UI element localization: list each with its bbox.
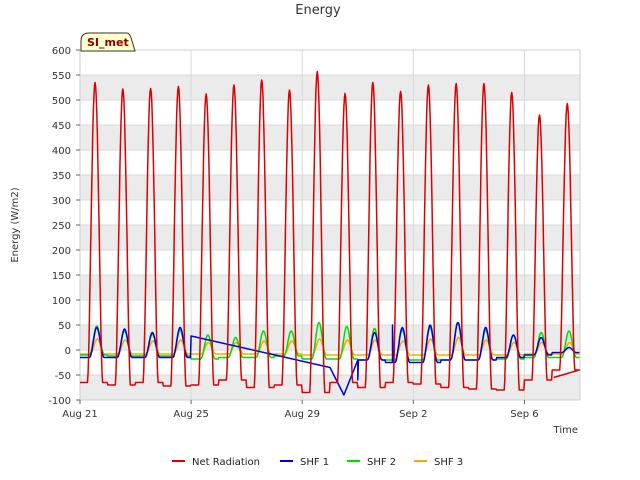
background-band [80, 325, 580, 350]
y-axis: -100 -50 0 50 100 150 200 250 300 350 400 450 500 550… [48, 46, 80, 407]
y-tick-label: -50 [55, 371, 71, 382]
background-band [80, 125, 580, 150]
background-band [80, 200, 580, 225]
x-tick-label: Sep 2 [399, 409, 427, 420]
y-tick-label: 450 [52, 121, 71, 132]
y-tick-label: 500 [52, 96, 71, 107]
legend-label: SHF 3 [434, 457, 463, 468]
y-tick-label: 600 [52, 46, 71, 57]
background-band [80, 300, 580, 325]
background-band [80, 225, 580, 250]
background-band [80, 275, 580, 300]
series-line-shf-1 [79, 321, 580, 396]
legend: Net Radiation SHF 1 SHF 2 SHF 3 [172, 457, 463, 468]
y-tick-label: 200 [52, 246, 71, 257]
site-badge: SI_met [80, 32, 136, 52]
legend-label: SHF 2 [367, 457, 396, 468]
site-badge-label: SI_met [87, 36, 129, 49]
y-tick-label: 300 [52, 196, 71, 207]
y-tick-label: 150 [52, 271, 71, 282]
y-tick-label: 350 [52, 171, 71, 182]
plot-background-bands [80, 50, 580, 400]
y-tick-label: -100 [48, 396, 71, 407]
chart-title: Energy [295, 3, 341, 18]
legend-label: SHF 1 [300, 457, 329, 468]
y-tick-label: 0 [65, 346, 71, 357]
series-line-net-radiation [79, 70, 581, 394]
y-tick-label: 100 [52, 296, 71, 307]
x-axis-title: Time [553, 425, 578, 436]
legend-label: Net Radiation [192, 457, 260, 468]
background-band [80, 75, 580, 100]
background-band [80, 250, 580, 275]
background-band [80, 100, 580, 125]
series-layer [79, 70, 581, 396]
y-tick-label: 50 [58, 321, 71, 332]
x-tick-label: Aug 25 [173, 409, 208, 420]
y-tick-label: 250 [52, 221, 71, 232]
series-line-shf-3 [79, 336, 580, 356]
x-tick-label: Aug 29 [285, 409, 320, 420]
y-tick-label: 400 [52, 146, 71, 157]
background-band [80, 50, 580, 75]
y-tick-label: 550 [52, 71, 71, 82]
x-tick-label: Sep 6 [510, 409, 538, 420]
background-band [80, 150, 580, 175]
x-axis: Aug 21 Aug 25 Aug 29 Sep 2 Sep 6 [62, 400, 539, 420]
x-tick-label: Aug 21 [62, 409, 97, 420]
y-axis-title: Energy (W/m2) [10, 187, 21, 262]
background-band [80, 175, 580, 200]
site-badge-shape [80, 32, 136, 52]
